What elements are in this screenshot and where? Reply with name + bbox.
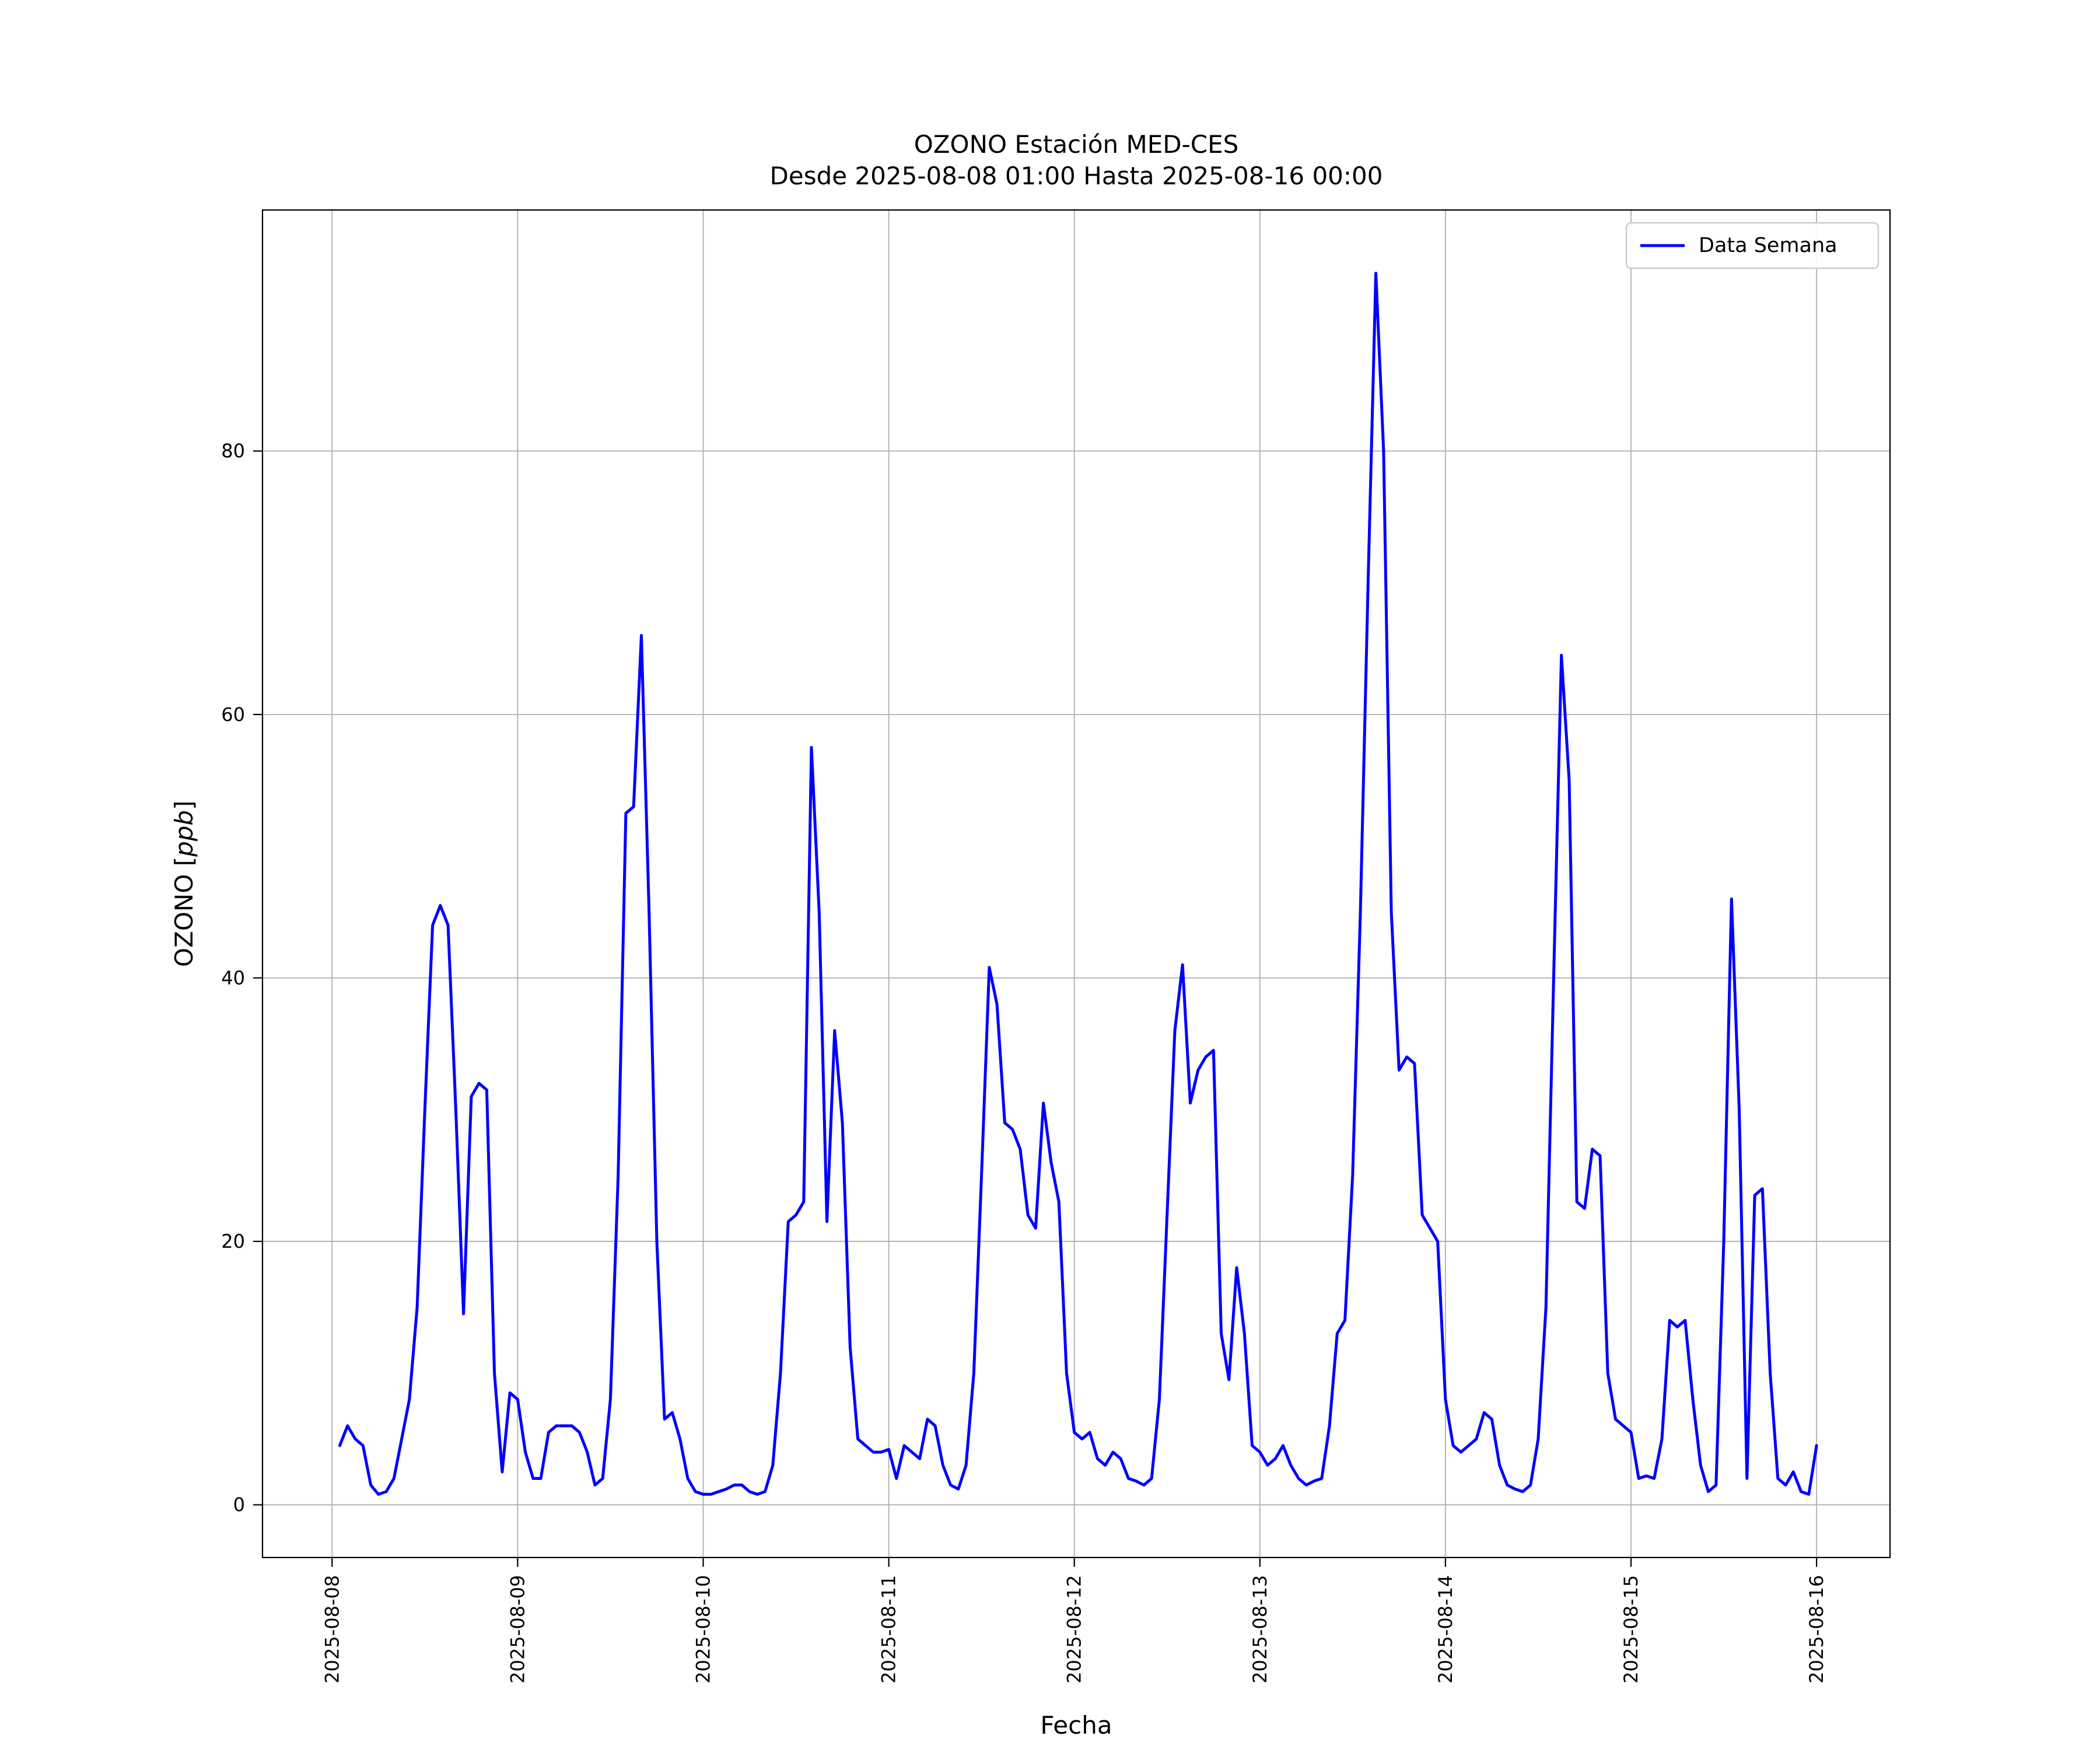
axes-border (261, 209, 1891, 1559)
x-tick-label: 2025-08-11 (878, 1575, 900, 1684)
x-tick-label: 2025-08-15 (1620, 1575, 1642, 1684)
x-axis-label: Fecha (1040, 1711, 1112, 1740)
chart-title-line1: OZONO Estación MED-CES (914, 130, 1239, 159)
legend-frame (1625, 222, 1880, 270)
tick-marks (253, 450, 1818, 1567)
data-series-line (338, 271, 1818, 1496)
y-axis-label-prefix: OZONO [ (170, 857, 198, 967)
y-tick-label: 80 (221, 440, 245, 462)
y-tick-label: 60 (221, 704, 245, 726)
y-axis-label-unit: ppb (170, 810, 198, 858)
y-tick-labels: 0 20 40 60 80 (221, 440, 245, 1516)
x-tick-labels: 2025-08-08 2025-08-09 2025-08-10 2025-08-11… (321, 1575, 1828, 1684)
x-tick-label: 2025-08-12 (1063, 1575, 1086, 1684)
y-axis-label: OZONO [ppb] (170, 800, 198, 967)
legend: Data Semana (1625, 222, 1880, 270)
legend-label: Data Semana (1699, 234, 1838, 257)
data-series-layer (338, 271, 1818, 1496)
x-tick-label: 2025-08-08 (321, 1575, 343, 1684)
y-tick-label: 20 (221, 1230, 245, 1252)
x-tick-label: 2025-08-13 (1249, 1575, 1271, 1684)
chart-title-line2: Desde 2025-08-08 01:00 Hasta 2025-08-16 … (770, 162, 1383, 190)
y-tick-label: 0 (233, 1494, 245, 1516)
y-tick-label: 40 (221, 967, 245, 989)
grid-lines (262, 210, 1890, 1558)
x-tick-label: 2025-08-09 (506, 1575, 528, 1684)
y-axis-label-suffix: ] (170, 800, 198, 810)
x-tick-label: 2025-08-14 (1434, 1575, 1457, 1684)
x-tick-label: 2025-08-16 (1805, 1575, 1828, 1684)
x-tick-label: 2025-08-10 (692, 1575, 714, 1684)
